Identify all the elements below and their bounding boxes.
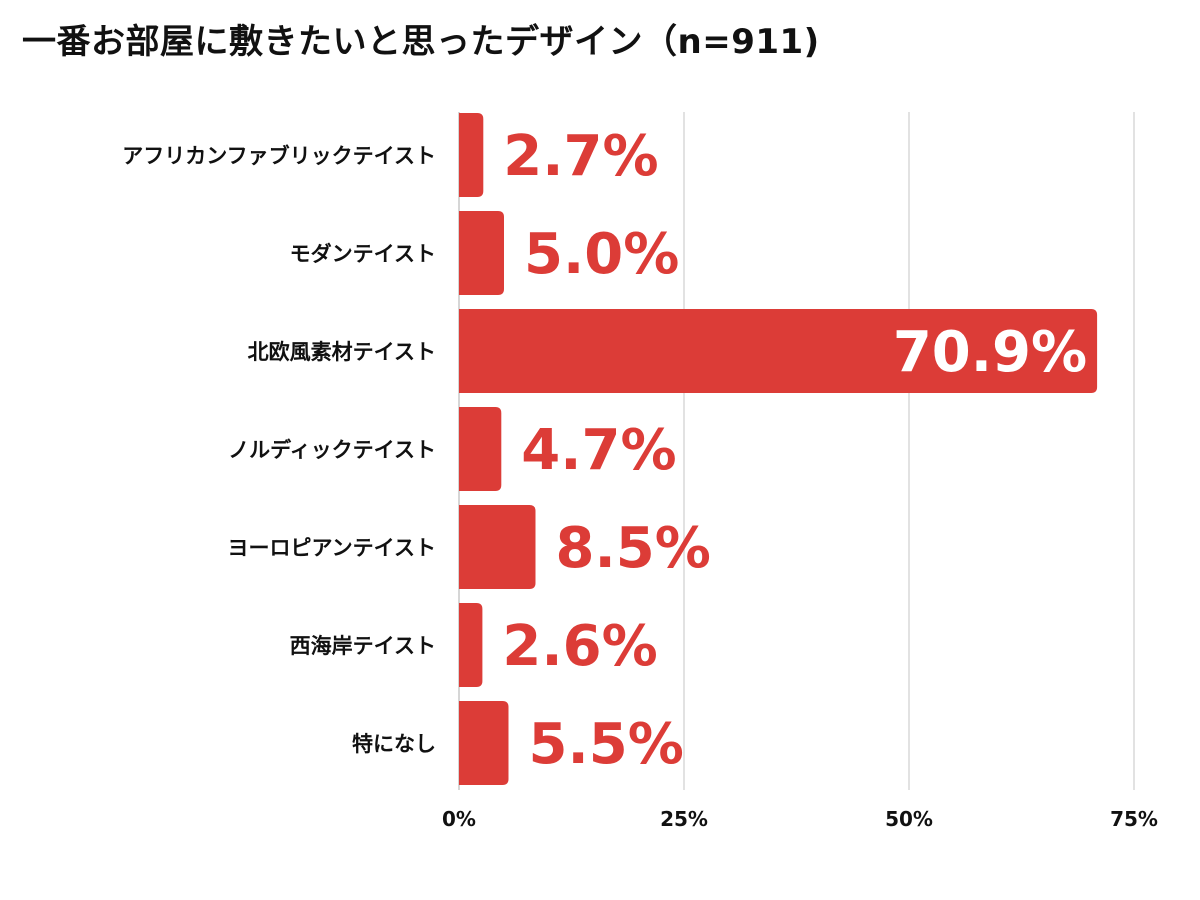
category-label: 特になし <box>352 732 436 756</box>
x-tick-label: 0% <box>442 807 476 831</box>
value-label: 70.9% <box>893 320 1087 385</box>
category-label: ノルディックテイスト <box>228 438 436 462</box>
category-label: ヨーロピアンテイスト <box>227 536 436 560</box>
x-axis-tick-labels: 0% 25% 50% 75% <box>442 807 1158 831</box>
bar <box>459 113 484 197</box>
value-labels: 2.7% 5.0% 70.9% 4.7% 8.5% 2.6% 5.5% <box>502 124 1087 777</box>
chart-title: 一番お部屋に敷きたいと思ったデザイン（n=911) <box>22 22 820 62</box>
bar <box>459 505 536 589</box>
category-label: 北欧風素材テイスト <box>248 340 436 364</box>
category-label: モダンテイスト <box>290 242 436 266</box>
bar <box>459 407 502 491</box>
category-label: アフリカンファブリックテイスト <box>122 144 436 168</box>
value-label: 4.7% <box>521 418 676 483</box>
value-label: 5.0% <box>524 222 679 287</box>
value-label: 2.6% <box>502 614 657 679</box>
x-tick-label: 50% <box>885 807 933 831</box>
bar <box>459 211 504 295</box>
category-label: 西海岸テイスト <box>290 634 436 658</box>
x-tick-label: 25% <box>660 807 708 831</box>
bar <box>459 701 509 785</box>
bars <box>459 113 1098 785</box>
category-labels: アフリカンファブリックテイストモダンテイスト北欧風素材テイストノルディックテイス… <box>122 144 436 756</box>
value-label: 2.7% <box>503 124 658 189</box>
bar <box>459 309 1098 393</box>
value-label: 5.5% <box>529 712 684 777</box>
value-label: 8.5% <box>556 516 711 581</box>
bar <box>459 603 483 687</box>
x-tick-label: 75% <box>1110 807 1158 831</box>
